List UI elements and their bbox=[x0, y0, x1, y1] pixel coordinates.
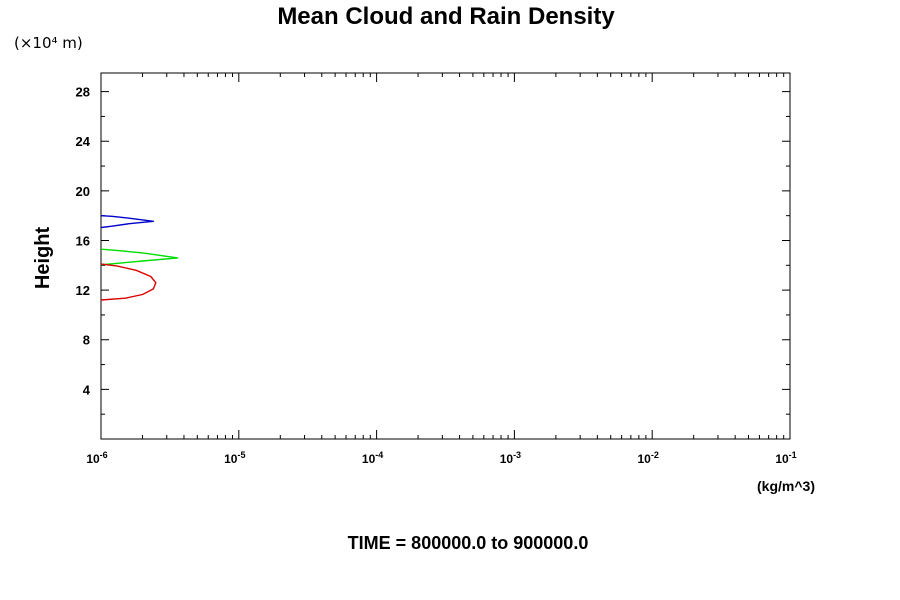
y-tick-label: 12 bbox=[76, 283, 90, 298]
chart-title: Mean Cloud and Rain Density bbox=[277, 3, 615, 30]
y-tick-label: 28 bbox=[76, 85, 90, 100]
x-tick-label: 10-4 bbox=[362, 450, 383, 466]
x-tick-label-base: 10 bbox=[86, 452, 100, 466]
series-layer bbox=[100, 215, 179, 301]
x-tick-label-base: 10 bbox=[224, 452, 238, 466]
x-tick-label-base: 10 bbox=[775, 452, 789, 466]
series-line bbox=[100, 215, 155, 229]
x-tick-label: 10-5 bbox=[224, 450, 245, 466]
x-tick-label-exponent: -5 bbox=[237, 450, 245, 460]
x-tick-label: 10-1 bbox=[775, 450, 796, 466]
x-axis-ticks: 10-6 10-5 10-4 10-3 10-2 10-1 bbox=[86, 73, 797, 466]
x-tick-label-exponent: -1 bbox=[789, 450, 797, 460]
x-tick-label-exponent: -6 bbox=[100, 450, 108, 460]
x-tick-label-exponent: -2 bbox=[651, 450, 659, 460]
y-axis-multiplier: (×10⁴ m) bbox=[14, 34, 83, 52]
x-tick-label: 10-3 bbox=[500, 450, 521, 466]
y-tick-label: 4 bbox=[83, 382, 91, 397]
plot-frame bbox=[100, 72, 791, 440]
time-range-label: TIME = 800000.0 to 900000.0 bbox=[348, 533, 589, 553]
x-tick-label-exponent: -3 bbox=[513, 450, 521, 460]
y-tick-label: 8 bbox=[83, 333, 90, 348]
series-line bbox=[100, 248, 179, 266]
series-line bbox=[100, 263, 157, 301]
x-tick-label: 10-2 bbox=[638, 450, 659, 466]
y-tick-label: 24 bbox=[76, 134, 91, 149]
y-tick-label: 20 bbox=[76, 184, 90, 199]
x-tick-label: 10-6 bbox=[86, 450, 107, 466]
y-axis-label: Height bbox=[32, 227, 54, 290]
x-tick-label-base: 10 bbox=[500, 452, 514, 466]
x-tick-label-base: 10 bbox=[362, 452, 376, 466]
y-tick-label: 16 bbox=[76, 233, 90, 248]
y-axis-ticks: 4 8 12 16 20 24 28 bbox=[76, 85, 790, 415]
x-axis-unit-label: (kg/m^3) bbox=[757, 478, 815, 494]
x-tick-label-base: 10 bbox=[638, 452, 652, 466]
x-tick-label-exponent: -4 bbox=[375, 450, 383, 460]
